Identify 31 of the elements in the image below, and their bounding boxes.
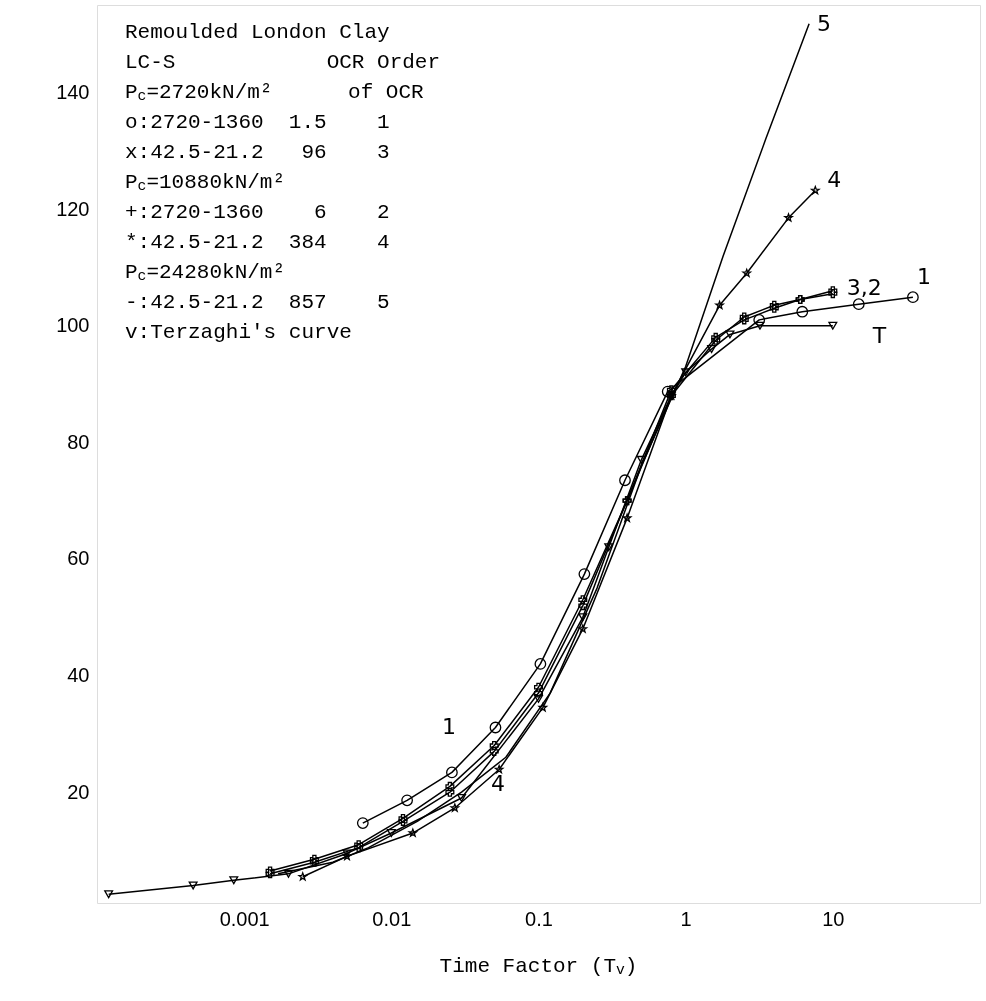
x-tick-label: 1	[680, 907, 692, 930]
y-tick-label: 120	[56, 197, 90, 220]
annotation: 4	[827, 167, 842, 193]
annotation: *:42.5-21.2 384 4	[125, 231, 390, 254]
annotation: x:42.5-21.2 96 3	[125, 141, 390, 164]
x-tick-label: 0.01	[372, 907, 412, 930]
annotation: Pc=10880kN/m²	[125, 171, 286, 195]
y-tick-label: 20	[67, 780, 90, 803]
annotation: Pc=24280kN/m²	[125, 261, 286, 285]
annotation: Pc=2720kN/m² of OCR	[125, 81, 425, 105]
annotation: -:42.5-21.2 857 5	[125, 291, 390, 314]
y-tick-label: 100	[56, 314, 90, 337]
y-tick-label: 80	[67, 430, 90, 453]
annotation: o:2720-1360 1.5 1	[125, 111, 390, 134]
annotation: 3,2	[846, 274, 882, 300]
x-tick-label: 0.001	[219, 907, 270, 930]
annotation: Remoulded London Clay	[125, 21, 390, 44]
annotation: +:2720-1360 6 2	[125, 201, 390, 224]
annotation: 1	[441, 714, 456, 740]
y-tick-label: 40	[67, 664, 90, 687]
annotation: LC-S OCR Order	[125, 51, 441, 74]
x-axis-title: Time Factor (Tv)	[439, 955, 638, 979]
y-tick-label: 60	[67, 547, 90, 570]
annotation: T	[871, 322, 887, 348]
y-tick-label: 140	[56, 80, 90, 103]
annotation: 4	[491, 771, 506, 797]
x-tick-label: 0.1	[525, 907, 553, 930]
x-tick-label: 10	[822, 907, 845, 930]
annotation: 5	[817, 10, 832, 36]
annotation: 1	[916, 264, 931, 290]
annotation: v:Terzaghi's curve	[125, 321, 352, 344]
